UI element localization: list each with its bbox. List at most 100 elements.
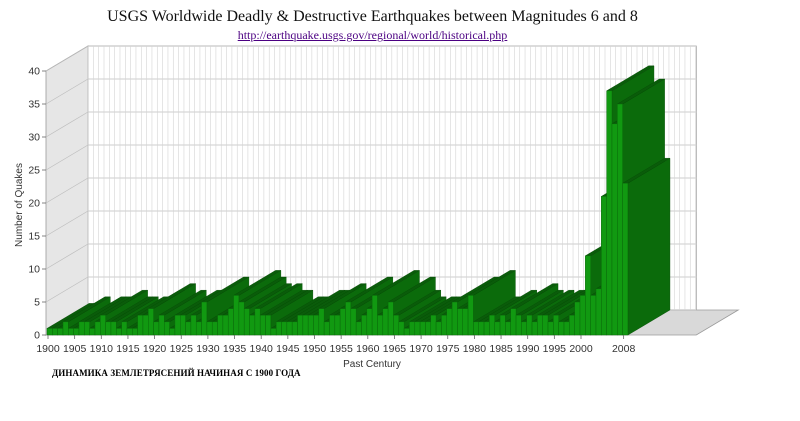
y-tick-label: 20 [28,198,40,210]
bar-front [553,314,559,336]
bar-front [505,321,511,336]
bar-front [84,321,90,336]
bar-front [62,321,69,336]
gridline-diagonal [45,210,89,237]
bar-front [142,314,149,336]
x-tick-label: 1900 [36,343,60,355]
x-tick-label: 1990 [516,343,540,355]
bar-front [291,321,298,336]
x-tick-label: 1995 [543,343,567,355]
bar-front [371,295,378,336]
x-tick-label: 2000 [569,343,593,355]
source-link[interactable]: http://earthquake.usgs.gov/regional/worl… [237,28,508,42]
bar-front [430,314,437,336]
bar-front [579,295,586,336]
bar-front [382,308,389,336]
x-tick-label: 1975 [436,343,460,355]
gridline-diagonal [45,276,89,303]
y-tick-label: 5 [34,297,40,309]
gridline-diagonal [45,78,89,105]
bar-front [116,328,122,336]
bar-front [46,328,53,336]
bar-front [451,301,458,336]
bar-front [489,314,495,336]
bar-front [169,328,176,336]
bar-front [499,314,506,336]
bar-front [329,314,336,336]
bar-front [441,314,448,336]
bar-front [78,321,85,336]
bar-front [217,314,224,336]
bar-front [377,314,384,336]
y-tick-label: 0 [34,330,40,342]
x-axis-ticks: 1900 1905 1910 1915 1920 1925 1930 1935 1940 1945… [36,335,635,355]
bar-front [569,314,575,336]
bar-front [158,314,165,336]
bar-front [238,301,245,336]
bar-front [355,321,362,336]
bar-2008 [621,157,671,336]
bar-front [403,328,410,336]
bar-front [537,314,543,336]
x-tick-label: 1970 [409,343,433,355]
x-tick-label: 2008 [612,343,636,355]
bar-front [137,314,144,336]
bar-front [249,314,256,336]
bar-front [275,321,282,336]
bar-front [542,314,549,336]
bar-front [478,321,485,336]
bar-front [350,308,357,336]
bar-front [521,321,527,336]
bar-front [259,314,266,336]
bar-front [323,321,330,336]
bar-front [297,314,304,336]
y-tick-label: 25 [28,165,40,177]
bar-front [563,321,570,336]
bar-front [206,321,213,336]
x-tick-label: 1935 [223,343,247,355]
bar-front [126,328,133,336]
x-tick-label: 1960 [356,343,380,355]
bar-front [510,308,517,336]
bar-front [595,288,602,336]
x-tick-label: 1915 [116,343,140,355]
x-tick-label: 1980 [463,343,487,355]
bar-front [121,321,128,336]
bar-front [211,321,218,336]
bar-front [409,321,416,336]
bar-front [345,301,352,336]
bar-front [393,314,400,336]
bar-front [201,301,208,336]
y-tick-label: 10 [28,264,40,276]
bar-front [601,196,607,336]
bar-front [73,328,80,336]
bar-front [148,308,154,336]
bar-front [89,328,96,336]
bar-front [435,321,442,336]
x-tick-label: 1950 [303,343,327,355]
gridline-diagonal [45,144,89,171]
bar-front [419,321,426,336]
y-tick-label: 35 [28,99,40,111]
bar-front [68,328,74,336]
bar-front [611,123,618,336]
bar-front [227,308,234,336]
bar-front [105,321,112,336]
bar-front [334,314,341,336]
bar-front [606,90,613,336]
bar-front [313,314,320,336]
bar-front [132,328,138,336]
bar-front [318,308,325,336]
bar-front [622,182,629,336]
bar-front [414,321,421,336]
bars-group [46,65,671,336]
bar-front [585,255,591,336]
gridline-diagonal [45,243,89,270]
bar-front [265,314,272,336]
gridline-diagonal [45,177,89,204]
bar-front [110,321,117,336]
x-tick-label: 1930 [196,343,220,355]
bar-front [425,321,432,336]
bar-side [627,157,671,336]
